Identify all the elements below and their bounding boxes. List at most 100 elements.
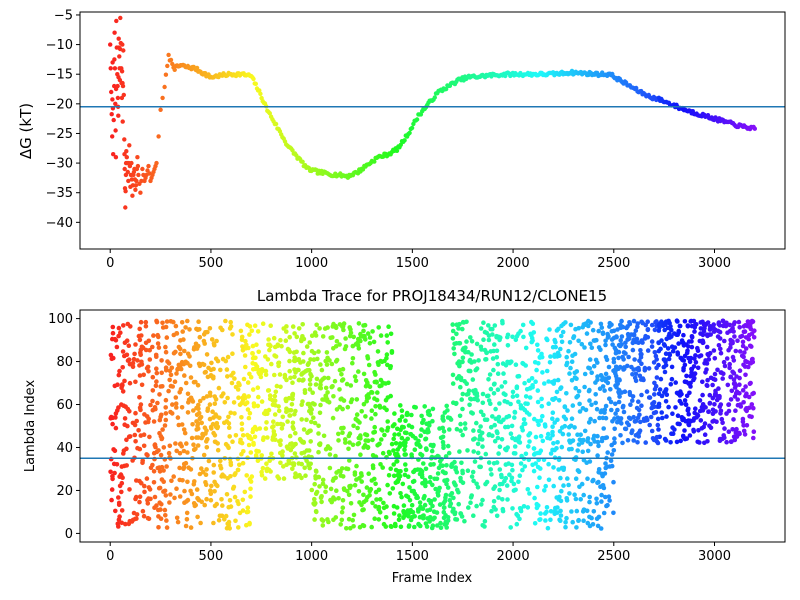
lambda-data-point: [430, 443, 436, 449]
lambda-x-ticks: 0 500 1000 1500 2000 2500 3000: [106, 542, 731, 564]
lambda-data-point: [290, 392, 295, 398]
lambda-data-point: [520, 322, 526, 328]
lambda-data-point: [606, 364, 612, 370]
lambda-data-point: [572, 370, 578, 376]
lambda-data-point: [163, 405, 168, 410]
lambda-data-point: [540, 438, 546, 444]
lambda-data-point: [577, 401, 582, 407]
lambda-data-point: [674, 318, 680, 324]
lambda-data-point: [196, 421, 201, 426]
lambda-data-point: [700, 339, 706, 344]
lambda-data-point: [283, 338, 289, 344]
lambda-data-point: [612, 416, 617, 421]
lambda-data-point: [166, 450, 172, 456]
lambda-data-point: [500, 320, 505, 326]
lambda-data-point: [285, 346, 291, 352]
lambda-data-point: [300, 399, 305, 404]
lambda-data-point: [550, 396, 555, 402]
lambda-data-point: [552, 447, 557, 453]
delta-g-x-tick-label: 2000: [497, 256, 530, 271]
lambda-data-point: [208, 491, 214, 497]
lambda-data-point: [320, 477, 326, 483]
lambda-data-point: [477, 428, 482, 434]
lambda-data-point: [188, 488, 193, 494]
lambda-data-point: [552, 352, 557, 358]
lambda-data-point: [445, 415, 451, 420]
lambda-data-point: [290, 420, 296, 426]
lambda-data-point: [290, 466, 295, 472]
lambda-data-point: [134, 512, 140, 517]
lambda-data-point: [245, 505, 251, 511]
lambda-data-point: [292, 374, 297, 380]
delta-g-data-point: [156, 134, 161, 139]
lambda-data-point: [380, 465, 386, 470]
lambda-data-point: [484, 350, 490, 356]
lambda-data-point: [744, 423, 750, 428]
lambda-data-point: [670, 411, 675, 417]
lambda-data-point: [219, 474, 224, 479]
lambda-data-point: [499, 384, 505, 389]
lambda-data-point: [396, 517, 402, 523]
lambda-data-point: [740, 343, 746, 349]
lambda-data-point: [558, 475, 563, 481]
lambda-data-point: [227, 434, 232, 439]
lambda-data-point: [250, 343, 256, 349]
lambda-data-point: [393, 441, 399, 446]
lambda-data-point: [473, 367, 479, 373]
lambda-data-point: [421, 496, 427, 501]
lambda-data-point: [113, 508, 118, 514]
lambda-data-point: [516, 439, 521, 445]
lambda-data-point: [386, 449, 392, 455]
lambda-data-point: [527, 395, 533, 400]
lambda-data-point: [558, 513, 564, 518]
lambda-x-tick-label: 0: [106, 549, 114, 564]
lambda-data-point: [208, 497, 214, 503]
lambda-data-point: [560, 329, 566, 335]
lambda-data-point: [514, 333, 520, 339]
lambda-data-point: [638, 419, 643, 425]
lambda-data-point: [395, 447, 401, 452]
lambda-data-point: [356, 321, 362, 326]
lambda-data-point: [118, 330, 123, 336]
lambda-data-point: [268, 323, 274, 329]
lambda-data-point: [301, 359, 306, 364]
delta-g-y-tick-label: −30: [46, 157, 73, 172]
lambda-data-point: [204, 352, 210, 357]
lambda-data-point: [465, 468, 471, 474]
lambda-data-point: [365, 354, 370, 359]
lambda-data-point: [492, 422, 498, 428]
lambda-data-point: [556, 326, 561, 332]
lambda-data-point: [308, 357, 313, 362]
lambda-data-point: [731, 321, 737, 327]
lambda-data-point: [627, 389, 632, 395]
lambda-data-point: [388, 523, 394, 529]
lambda-data-point: [597, 415, 602, 421]
lambda-data-point: [751, 335, 757, 340]
delta-g-data-point: [126, 178, 131, 184]
lambda-data-point: [314, 376, 320, 382]
lambda-data-point: [559, 465, 565, 471]
lambda-data-point: [404, 410, 410, 416]
lambda-data-point: [156, 448, 161, 453]
lambda-data-point: [290, 324, 296, 329]
lambda-data-point: [419, 453, 425, 458]
lambda-data-point: [724, 439, 729, 445]
lambda-data-point: [484, 417, 490, 423]
lambda-data-point: [406, 423, 412, 428]
lambda-data-point: [254, 342, 259, 348]
lambda-data-point: [720, 323, 726, 329]
lambda-data-point: [607, 464, 613, 469]
lambda-data-point: [385, 425, 391, 431]
delta-g-data-point: [140, 166, 145, 172]
lambda-data-point: [651, 360, 657, 365]
lambda-data-point: [312, 517, 317, 522]
lambda-data-point: [388, 466, 394, 472]
lambda-data-point: [199, 420, 204, 426]
lambda-data-point: [520, 467, 525, 473]
lambda-data-point: [672, 331, 677, 336]
lambda-data-point: [378, 462, 383, 467]
lambda-data-point: [720, 318, 726, 324]
delta-g-data-point: [443, 86, 449, 92]
lambda-data-point: [318, 379, 324, 384]
lambda-data-point: [751, 405, 756, 411]
